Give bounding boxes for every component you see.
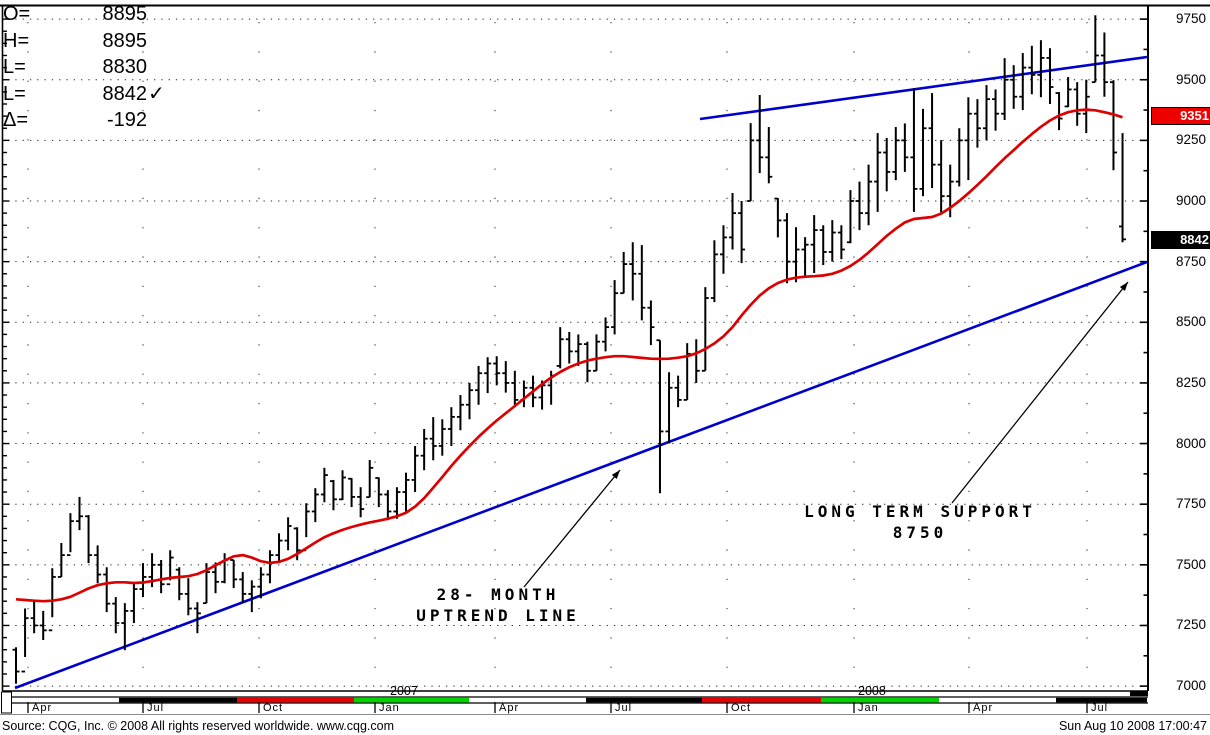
support-annotation-line1: LONG TERM SUPPORT [804,502,1036,521]
quote-field-label: H= [3,29,30,52]
month-label: Oct [731,702,752,714]
month-label: Oct [263,702,284,714]
month-label: Apr [499,702,520,714]
support-annotation: LONG TERM SUPPORT 8750 [798,501,1042,543]
quote-overlay: O= 8895 H= 8895 L= 8830 L= 8842✓ Δ= -192 [3,1,165,134]
support-arrow-head [1119,282,1128,292]
y-axis-label: 7500 [1175,556,1206,572]
y-axis-label: 9250 [1175,132,1206,148]
quarter-segment [354,697,469,703]
month-label: Apr [32,702,53,714]
y-axis-label: 9500 [1175,71,1206,87]
y-axis-label: 7000 [1175,678,1206,694]
uptrend-arrow-head [611,470,620,479]
quote-field-label: O= [3,3,31,25]
quote-field-value: 8830 [102,56,148,78]
month-label: Apr [973,702,994,714]
bottom-right-corner-mark [1130,691,1148,696]
check-icon: ✓ [148,82,165,105]
y-axis-label: 8500 [1175,314,1206,330]
quote-line: H= 8895 [3,28,165,55]
y-axis-label: 8000 [1175,435,1206,451]
y-axis-label: 7750 [1175,496,1206,512]
month-label: Jan [858,702,879,714]
last-ma-price-flag: 9351 [1151,107,1210,126]
y-axis-label: 8750 [1175,253,1206,269]
quote-field-value: 8895 [102,29,148,52]
quote-line: Δ= -192 [3,107,165,134]
month-label: Jul [615,702,633,714]
status-bar: Source: CQG, Inc. © 2008 All rights rese… [0,714,1210,735]
month-label: Jul [147,702,165,714]
uptrend-annotation-line1: 28- MONTH [436,585,560,604]
quote-field-label: L= [3,56,26,78]
quarter-segment [586,697,702,703]
quarter-segment [1056,697,1147,703]
y-axis-label: 9000 [1175,193,1206,208]
upper-channel-line [699,55,1148,121]
quarter-segment [821,697,939,703]
quote-line: L= 8842✓ [3,81,165,108]
quote-field-label: L= [3,82,26,105]
quarter-segment [237,697,354,703]
long-term-support [14,260,1148,690]
support-annotation-line2: 8750 [892,523,948,542]
month-label: Jan [379,702,400,714]
uptrend-annotation: 28- MONTH UPTREND LINE [408,584,588,626]
quote-field-value: 8842 [102,82,148,105]
support-arrow [951,281,1129,504]
uptrend-arrow [523,469,621,588]
moving-average-line [15,108,1123,603]
quote-line: O= 8895 [3,1,165,28]
year-label: 2008 [858,684,886,698]
year-label: 2007 [390,684,418,698]
source-credit: Source: CQG, Inc. © 2008 All rights rese… [2,718,395,733]
last-close-price-flag: 8842 [1151,230,1210,249]
quarter-segment [702,697,821,703]
y-axis-label: 9750 [1175,11,1206,27]
y-axis-label: 7250 [1175,617,1206,633]
quote-field-value: 8895 [102,3,148,25]
datetime-stamp: Sun Aug 10 2008 17:00:47 [1058,718,1207,733]
quote-field-label: Δ= [3,109,29,131]
month-label: Jul [1091,702,1109,714]
uptrend-annotation-line2: UPTREND LINE [416,606,580,625]
quote-field-value: -192 [106,109,147,131]
axis-corner-box [1,691,12,714]
quarter-segment [119,697,237,703]
quote-line: L= 8830 [3,54,165,81]
y-axis-label: 8250 [1175,374,1206,390]
